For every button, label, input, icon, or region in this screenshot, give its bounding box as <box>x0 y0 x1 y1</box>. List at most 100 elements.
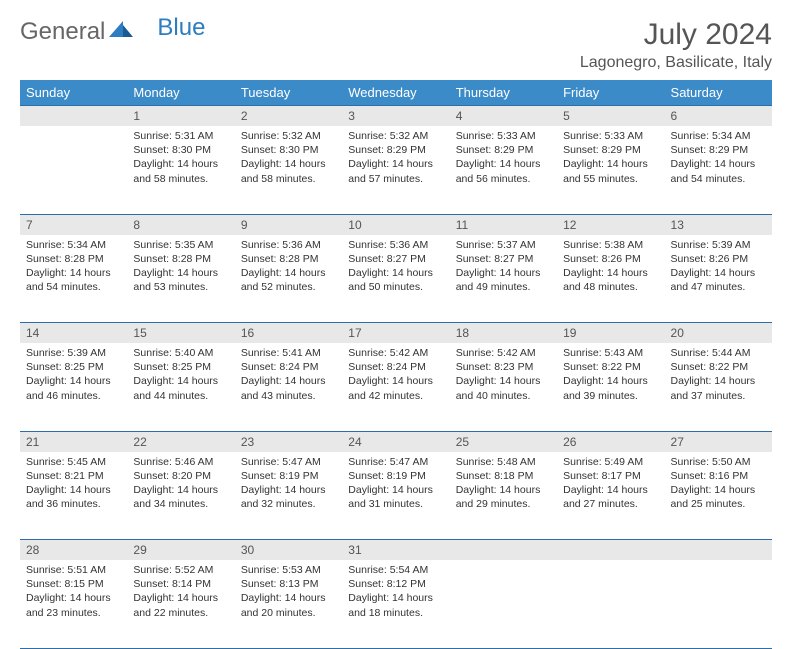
weekday-header: Friday <box>557 80 664 106</box>
day-details: Sunrise: 5:35 AMSunset: 8:28 PMDaylight:… <box>133 238 228 295</box>
day-number: 11 <box>450 214 557 235</box>
day-details: Sunrise: 5:34 AMSunset: 8:29 PMDaylight:… <box>671 129 766 186</box>
day-number-row: 123456 <box>20 106 772 127</box>
day-number: 29 <box>127 540 234 561</box>
day-number: 1 <box>127 106 234 127</box>
day-number: 15 <box>127 323 234 344</box>
weekday-header: Wednesday <box>342 80 449 106</box>
day-details: Sunrise: 5:34 AMSunset: 8:28 PMDaylight:… <box>26 238 121 295</box>
day-cell: Sunrise: 5:38 AMSunset: 8:26 PMDaylight:… <box>557 235 664 323</box>
day-number <box>665 540 772 561</box>
day-number: 8 <box>127 214 234 235</box>
day-details: Sunrise: 5:43 AMSunset: 8:22 PMDaylight:… <box>563 346 658 403</box>
day-cell: Sunrise: 5:36 AMSunset: 8:27 PMDaylight:… <box>342 235 449 323</box>
day-details: Sunrise: 5:37 AMSunset: 8:27 PMDaylight:… <box>456 238 551 295</box>
day-details: Sunrise: 5:31 AMSunset: 8:30 PMDaylight:… <box>133 129 228 186</box>
day-number: 4 <box>450 106 557 127</box>
day-details: Sunrise: 5:53 AMSunset: 8:13 PMDaylight:… <box>241 563 336 620</box>
weekday-header-row: SundayMondayTuesdayWednesdayThursdayFrid… <box>20 80 772 106</box>
day-cell: Sunrise: 5:35 AMSunset: 8:28 PMDaylight:… <box>127 235 234 323</box>
day-cell: Sunrise: 5:32 AMSunset: 8:30 PMDaylight:… <box>235 126 342 214</box>
weekday-header: Tuesday <box>235 80 342 106</box>
day-number: 31 <box>342 540 449 561</box>
day-number: 23 <box>235 431 342 452</box>
day-details: Sunrise: 5:33 AMSunset: 8:29 PMDaylight:… <box>563 129 658 186</box>
day-cell <box>20 126 127 214</box>
logo: General Blue <box>20 18 205 46</box>
day-cell: Sunrise: 5:46 AMSunset: 8:20 PMDaylight:… <box>127 452 234 540</box>
day-details: Sunrise: 5:36 AMSunset: 8:27 PMDaylight:… <box>348 238 443 295</box>
weekday-header: Thursday <box>450 80 557 106</box>
day-cell <box>557 560 664 648</box>
day-number: 26 <box>557 431 664 452</box>
title-block: July 2024 Lagonegro, Basilicate, Italy <box>580 18 772 72</box>
day-number: 16 <box>235 323 342 344</box>
day-number: 5 <box>557 106 664 127</box>
day-details: Sunrise: 5:47 AMSunset: 8:19 PMDaylight:… <box>348 455 443 512</box>
day-number: 17 <box>342 323 449 344</box>
day-cell: Sunrise: 5:32 AMSunset: 8:29 PMDaylight:… <box>342 126 449 214</box>
logo-triangle-icon <box>109 18 135 46</box>
week-row: Sunrise: 5:45 AMSunset: 8:21 PMDaylight:… <box>20 452 772 540</box>
day-details: Sunrise: 5:39 AMSunset: 8:26 PMDaylight:… <box>671 238 766 295</box>
day-details: Sunrise: 5:45 AMSunset: 8:21 PMDaylight:… <box>26 455 121 512</box>
day-cell <box>450 560 557 648</box>
day-cell: Sunrise: 5:36 AMSunset: 8:28 PMDaylight:… <box>235 235 342 323</box>
day-details: Sunrise: 5:38 AMSunset: 8:26 PMDaylight:… <box>563 238 658 295</box>
day-number <box>557 540 664 561</box>
day-number: 19 <box>557 323 664 344</box>
day-details: Sunrise: 5:33 AMSunset: 8:29 PMDaylight:… <box>456 129 551 186</box>
month-title: July 2024 <box>580 18 772 52</box>
day-cell: Sunrise: 5:39 AMSunset: 8:26 PMDaylight:… <box>665 235 772 323</box>
day-cell <box>665 560 772 648</box>
calendar-table: SundayMondayTuesdayWednesdayThursdayFrid… <box>20 80 772 649</box>
day-cell: Sunrise: 5:34 AMSunset: 8:28 PMDaylight:… <box>20 235 127 323</box>
day-cell: Sunrise: 5:37 AMSunset: 8:27 PMDaylight:… <box>450 235 557 323</box>
day-details: Sunrise: 5:42 AMSunset: 8:23 PMDaylight:… <box>456 346 551 403</box>
day-number <box>20 106 127 127</box>
day-cell: Sunrise: 5:39 AMSunset: 8:25 PMDaylight:… <box>20 343 127 431</box>
day-cell: Sunrise: 5:54 AMSunset: 8:12 PMDaylight:… <box>342 560 449 648</box>
day-details: Sunrise: 5:48 AMSunset: 8:18 PMDaylight:… <box>456 455 551 512</box>
day-cell: Sunrise: 5:53 AMSunset: 8:13 PMDaylight:… <box>235 560 342 648</box>
day-details: Sunrise: 5:50 AMSunset: 8:16 PMDaylight:… <box>671 455 766 512</box>
day-details: Sunrise: 5:40 AMSunset: 8:25 PMDaylight:… <box>133 346 228 403</box>
day-number: 27 <box>665 431 772 452</box>
week-row: Sunrise: 5:51 AMSunset: 8:15 PMDaylight:… <box>20 560 772 648</box>
day-details: Sunrise: 5:49 AMSunset: 8:17 PMDaylight:… <box>563 455 658 512</box>
day-details: Sunrise: 5:32 AMSunset: 8:30 PMDaylight:… <box>241 129 336 186</box>
weekday-header: Monday <box>127 80 234 106</box>
logo-text-2: Blue <box>157 14 205 42</box>
day-number: 7 <box>20 214 127 235</box>
day-number: 20 <box>665 323 772 344</box>
day-cell: Sunrise: 5:43 AMSunset: 8:22 PMDaylight:… <box>557 343 664 431</box>
day-cell: Sunrise: 5:34 AMSunset: 8:29 PMDaylight:… <box>665 126 772 214</box>
day-cell: Sunrise: 5:51 AMSunset: 8:15 PMDaylight:… <box>20 560 127 648</box>
week-row: Sunrise: 5:34 AMSunset: 8:28 PMDaylight:… <box>20 235 772 323</box>
day-cell: Sunrise: 5:42 AMSunset: 8:23 PMDaylight:… <box>450 343 557 431</box>
day-cell: Sunrise: 5:41 AMSunset: 8:24 PMDaylight:… <box>235 343 342 431</box>
day-details: Sunrise: 5:52 AMSunset: 8:14 PMDaylight:… <box>133 563 228 620</box>
header: General Blue July 2024 Lagonegro, Basili… <box>20 18 772 72</box>
day-number: 13 <box>665 214 772 235</box>
week-row: Sunrise: 5:39 AMSunset: 8:25 PMDaylight:… <box>20 343 772 431</box>
day-details: Sunrise: 5:46 AMSunset: 8:20 PMDaylight:… <box>133 455 228 512</box>
weekday-header: Sunday <box>20 80 127 106</box>
day-number-row: 78910111213 <box>20 214 772 235</box>
day-details: Sunrise: 5:51 AMSunset: 8:15 PMDaylight:… <box>26 563 121 620</box>
day-number: 12 <box>557 214 664 235</box>
day-details: Sunrise: 5:39 AMSunset: 8:25 PMDaylight:… <box>26 346 121 403</box>
day-details: Sunrise: 5:44 AMSunset: 8:22 PMDaylight:… <box>671 346 766 403</box>
day-details: Sunrise: 5:32 AMSunset: 8:29 PMDaylight:… <box>348 129 443 186</box>
day-cell: Sunrise: 5:42 AMSunset: 8:24 PMDaylight:… <box>342 343 449 431</box>
day-cell: Sunrise: 5:44 AMSunset: 8:22 PMDaylight:… <box>665 343 772 431</box>
day-number: 3 <box>342 106 449 127</box>
day-cell: Sunrise: 5:52 AMSunset: 8:14 PMDaylight:… <box>127 560 234 648</box>
day-number: 14 <box>20 323 127 344</box>
day-details: Sunrise: 5:47 AMSunset: 8:19 PMDaylight:… <box>241 455 336 512</box>
day-cell: Sunrise: 5:47 AMSunset: 8:19 PMDaylight:… <box>342 452 449 540</box>
day-number: 18 <box>450 323 557 344</box>
day-cell: Sunrise: 5:40 AMSunset: 8:25 PMDaylight:… <box>127 343 234 431</box>
day-number: 9 <box>235 214 342 235</box>
day-number: 21 <box>20 431 127 452</box>
